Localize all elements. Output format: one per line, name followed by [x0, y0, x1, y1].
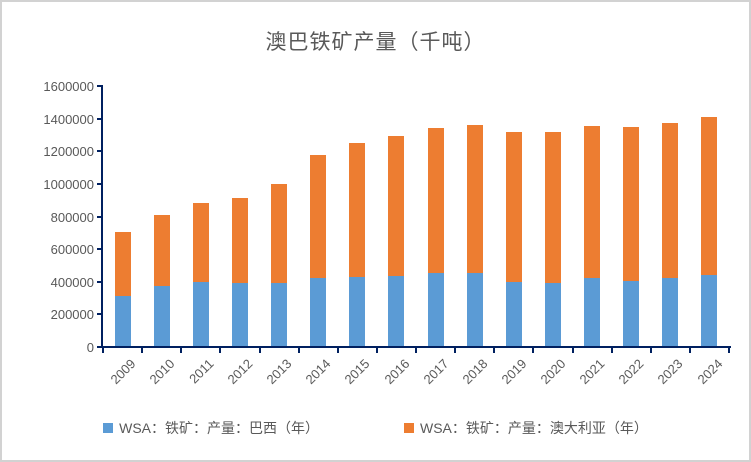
x-axis-tick [180, 348, 183, 353]
y-tick-label: 1200000 [43, 144, 94, 160]
legend-label-brazil: WSA：铁矿：产量：巴西（年） [119, 420, 319, 436]
bar-segment-australia-2012 [231, 198, 248, 284]
y-axis-tick [97, 346, 103, 348]
bar-segment-brazil-2011 [192, 281, 209, 346]
bar-segment-australia-2010 [153, 214, 170, 287]
x-axis-tick [141, 348, 144, 353]
brazil-series-swatch [103, 423, 114, 433]
x-tick-label: 2021 [576, 356, 608, 388]
x-axis-tick [297, 348, 300, 353]
bar-segment-australia-2011 [192, 202, 209, 282]
y-axis-tick [97, 248, 103, 251]
bar-segment-brazil-2024 [701, 274, 718, 346]
y-tick-label: 800000 [50, 209, 94, 225]
bar-segment-brazil-2021 [584, 277, 601, 346]
x-axis-tick [219, 348, 222, 353]
x-tick-label: 2017 [420, 356, 452, 388]
y-axis-tick [97, 313, 103, 316]
bar-segment-australia-2009 [114, 231, 131, 297]
x-axis-tick [375, 348, 378, 353]
bar-segment-brazil-2013 [271, 282, 288, 346]
bar-segment-brazil-2012 [231, 283, 248, 346]
x-axis-tick [102, 348, 104, 353]
x-tick-label: 2019 [498, 356, 530, 388]
x-axis-tick [610, 348, 613, 353]
x-tick-label: 2015 [341, 356, 373, 388]
x-tick-label: 2023 [654, 356, 686, 388]
bar-segment-brazil-2018 [466, 273, 483, 346]
legend: WSA：铁矿：产量：巴西（年） WSA：铁矿：产量：澳大利亚（年） [2, 418, 749, 438]
bar-segment-brazil-2009 [114, 296, 131, 346]
y-axis-tick [97, 182, 103, 185]
plot-area [103, 85, 729, 346]
y-tick-label: 200000 [50, 307, 94, 323]
bar-segment-brazil-2019 [505, 282, 522, 346]
x-axis-tick [532, 348, 535, 353]
bar-segment-australia-2016 [388, 135, 405, 276]
legend-item-australia: WSA：铁矿：产量：澳大利亚（年） [404, 418, 648, 438]
x-tick-label: 2011 [186, 356, 217, 387]
y-tick-label: 1400000 [43, 111, 94, 127]
x-axis-tick [258, 348, 261, 353]
x-tick-label: 2009 [107, 356, 139, 388]
bar-segment-australia-2024 [701, 116, 718, 275]
y-axis-tick [97, 117, 103, 120]
bar-segment-brazil-2015 [349, 276, 366, 346]
y-axis-tick [97, 280, 103, 283]
bar-segment-brazil-2023 [662, 278, 679, 346]
x-tick-label: 2013 [263, 356, 295, 388]
bar-segment-brazil-2014 [310, 278, 327, 346]
x-tick-label: 2022 [615, 356, 647, 388]
y-tick-label: 1000000 [43, 176, 94, 192]
y-tick-label: 600000 [50, 242, 94, 258]
x-axis-tick [688, 348, 691, 353]
bar-segment-brazil-2022 [623, 280, 640, 346]
y-axis-tick [97, 85, 103, 87]
x-axis-tick [454, 348, 457, 353]
bar-segment-australia-2017 [427, 127, 444, 273]
legend-item-brazil: WSA：铁矿：产量：巴西（年） [103, 418, 319, 438]
x-tick-label: 2020 [537, 356, 569, 388]
x-axis [101, 346, 731, 348]
x-axis-tick [415, 348, 417, 353]
x-tick-label: 2024 [693, 356, 726, 388]
y-tick-label: 0 [86, 340, 94, 355]
y-tick-label: 1600000 [43, 79, 94, 94]
x-axis-tick [336, 348, 339, 353]
y-tick-label: 400000 [50, 274, 94, 290]
bar-segment-brazil-2017 [427, 272, 444, 346]
x-axis-tick [493, 348, 496, 353]
australia-series-swatch [404, 423, 414, 433]
y-axis-tick [97, 150, 103, 153]
x-axis-tick [728, 348, 730, 353]
legend-label-australia: WSA：铁矿：产量：澳大利亚（年） [420, 420, 648, 436]
y-axis-tick [97, 215, 103, 218]
chart-title: 澳巴铁矿产量（千吨） [265, 31, 486, 54]
bar-segment-australia-2020 [544, 132, 561, 283]
bar-segment-australia-2022 [623, 126, 640, 281]
x-tick-label: 2012 [224, 356, 256, 388]
x-tick-label: 2018 [459, 356, 491, 388]
x-tick-label: 2016 [380, 356, 413, 388]
bar-segment-australia-2021 [584, 126, 601, 278]
bar-segment-brazil-2020 [544, 282, 561, 346]
bar-segment-australia-2023 [662, 122, 679, 279]
bar-segment-australia-2019 [505, 131, 522, 283]
bar-segment-brazil-2016 [388, 275, 405, 346]
bar-segment-australia-2015 [349, 143, 366, 277]
x-axis-tick [649, 348, 652, 353]
bar-segment-brazil-2010 [153, 286, 170, 346]
x-tick-label: 2014 [302, 356, 334, 388]
bar-segment-australia-2014 [310, 154, 327, 279]
bar-segment-australia-2018 [466, 125, 483, 274]
x-tick-label: 2010 [146, 356, 178, 388]
x-axis-tick [571, 348, 574, 353]
bar-segment-australia-2013 [271, 183, 288, 283]
